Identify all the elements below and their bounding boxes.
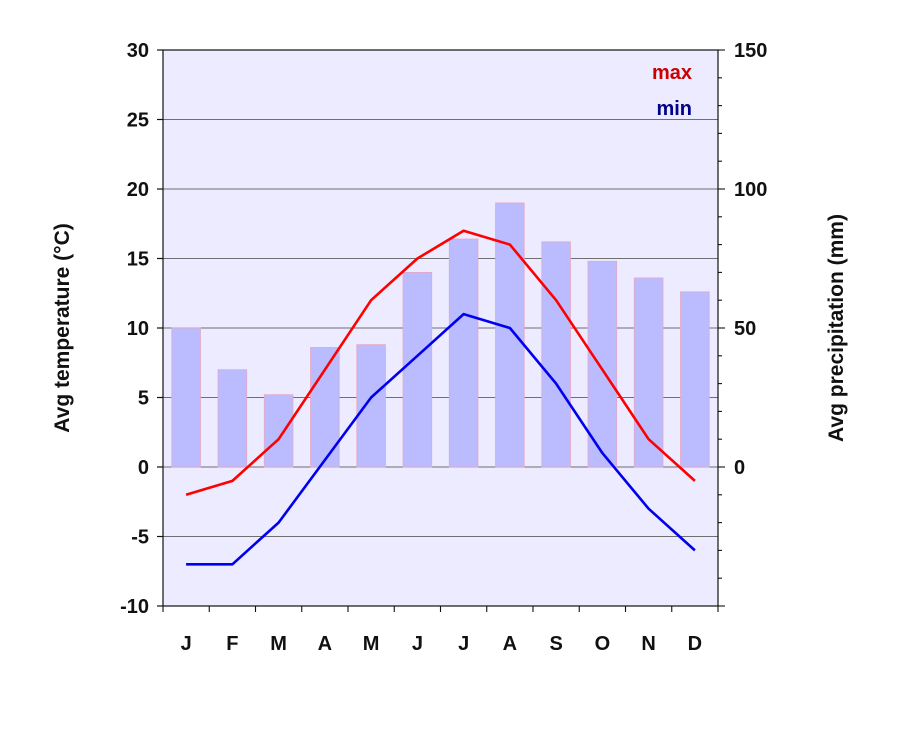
left-tick-label: -10 xyxy=(120,596,149,618)
x-tick-label: N xyxy=(641,633,655,655)
precipitation-bar xyxy=(633,277,664,468)
left-tick-label: -5 xyxy=(131,527,149,549)
left-tick-label: 25 xyxy=(127,110,149,132)
x-tick-label: A xyxy=(503,633,517,655)
precipitation-bar xyxy=(217,369,248,468)
x-tick-label: S xyxy=(549,633,562,655)
legend-label-max: max xyxy=(652,62,692,84)
legend-label-min: min xyxy=(656,98,692,120)
right-tick-label: 0 xyxy=(734,457,745,479)
x-tick-label: F xyxy=(226,633,238,655)
x-tick-label: M xyxy=(270,633,287,655)
left-tick-label: 5 xyxy=(138,388,149,410)
left-tick-label: 0 xyxy=(138,457,149,479)
precipitation-bar xyxy=(448,238,479,468)
precipitation-bar xyxy=(402,271,433,468)
precipitation-bar xyxy=(171,327,201,468)
x-tick-label: D xyxy=(688,633,702,655)
precipitation-bar xyxy=(495,202,525,468)
temperature-line-max xyxy=(185,229,696,497)
x-tick-label: J xyxy=(181,633,192,655)
temperature-lines xyxy=(185,229,696,566)
right-axis-title: Avg precipitation (mm) xyxy=(825,214,848,442)
precipitation-bar xyxy=(587,260,618,468)
right-tick-label: 100 xyxy=(734,179,767,201)
left-axis-title: Avg temperature (°C) xyxy=(51,223,74,433)
right-tick-label: 150 xyxy=(734,40,767,62)
left-tick-label: 10 xyxy=(127,318,149,340)
precipitation-bar xyxy=(541,241,571,468)
right-axis-ticks: 0 50 100 150 xyxy=(718,40,767,607)
x-tick-label: O xyxy=(595,633,611,655)
legend: max min xyxy=(652,62,692,120)
temperature-line-min xyxy=(186,312,696,566)
x-tick-label: A xyxy=(318,633,332,655)
precipitation-bar xyxy=(310,347,340,468)
x-tick-label: J xyxy=(412,633,423,655)
left-tick-label: 15 xyxy=(127,249,149,271)
precipitation-bars xyxy=(171,202,710,468)
precipitation-bar xyxy=(680,291,710,468)
precipitation-bar xyxy=(263,394,294,468)
left-axis-ticks: -10 -5 0 5 10 15 20 25 30 xyxy=(120,40,163,618)
x-tick-label: J xyxy=(458,633,469,655)
right-tick-label: 50 xyxy=(734,318,756,340)
x-tick-label: M xyxy=(363,633,380,655)
precipitation-bar xyxy=(356,344,386,468)
left-tick-label: 20 xyxy=(127,179,149,201)
left-tick-label: 30 xyxy=(127,40,149,62)
